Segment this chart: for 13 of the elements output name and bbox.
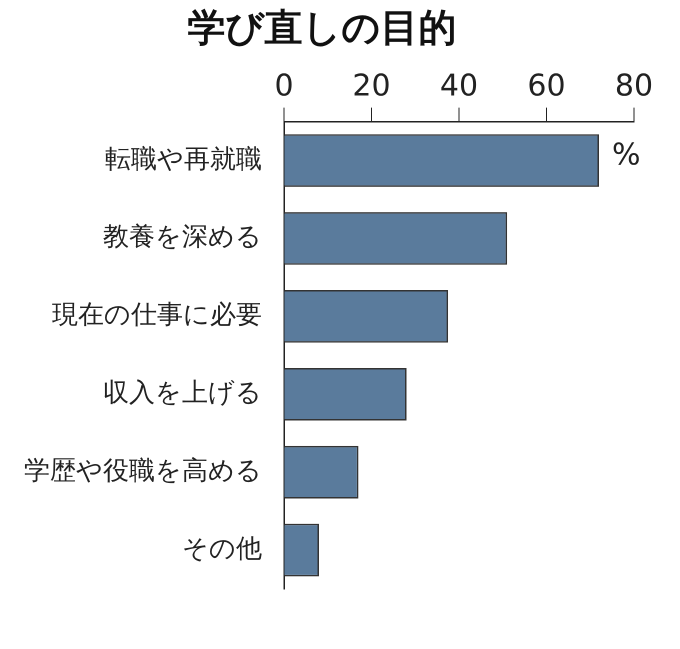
y-tick-label: 転職や再就職 — [105, 144, 262, 174]
x-tick-label: 80 — [614, 68, 654, 104]
y-tick-label: 教養を深める — [103, 222, 262, 252]
x-axis-title: % — [612, 137, 641, 172]
x-tick-label: 40 — [440, 68, 478, 104]
y-tick-label: その他 — [182, 534, 262, 564]
y-tick-label: 学歴や役職を高める — [24, 456, 262, 486]
y-tick-label: 収入を上げる — [103, 378, 262, 408]
x-tick-label: 0 — [274, 68, 294, 104]
chart-title: 学び直しの目的 — [188, 6, 456, 50]
x-tick-label: 60 — [527, 68, 566, 104]
y-tick-label: 現在の仕事に必要 — [52, 300, 262, 330]
x-tick-label: 20 — [352, 68, 391, 104]
